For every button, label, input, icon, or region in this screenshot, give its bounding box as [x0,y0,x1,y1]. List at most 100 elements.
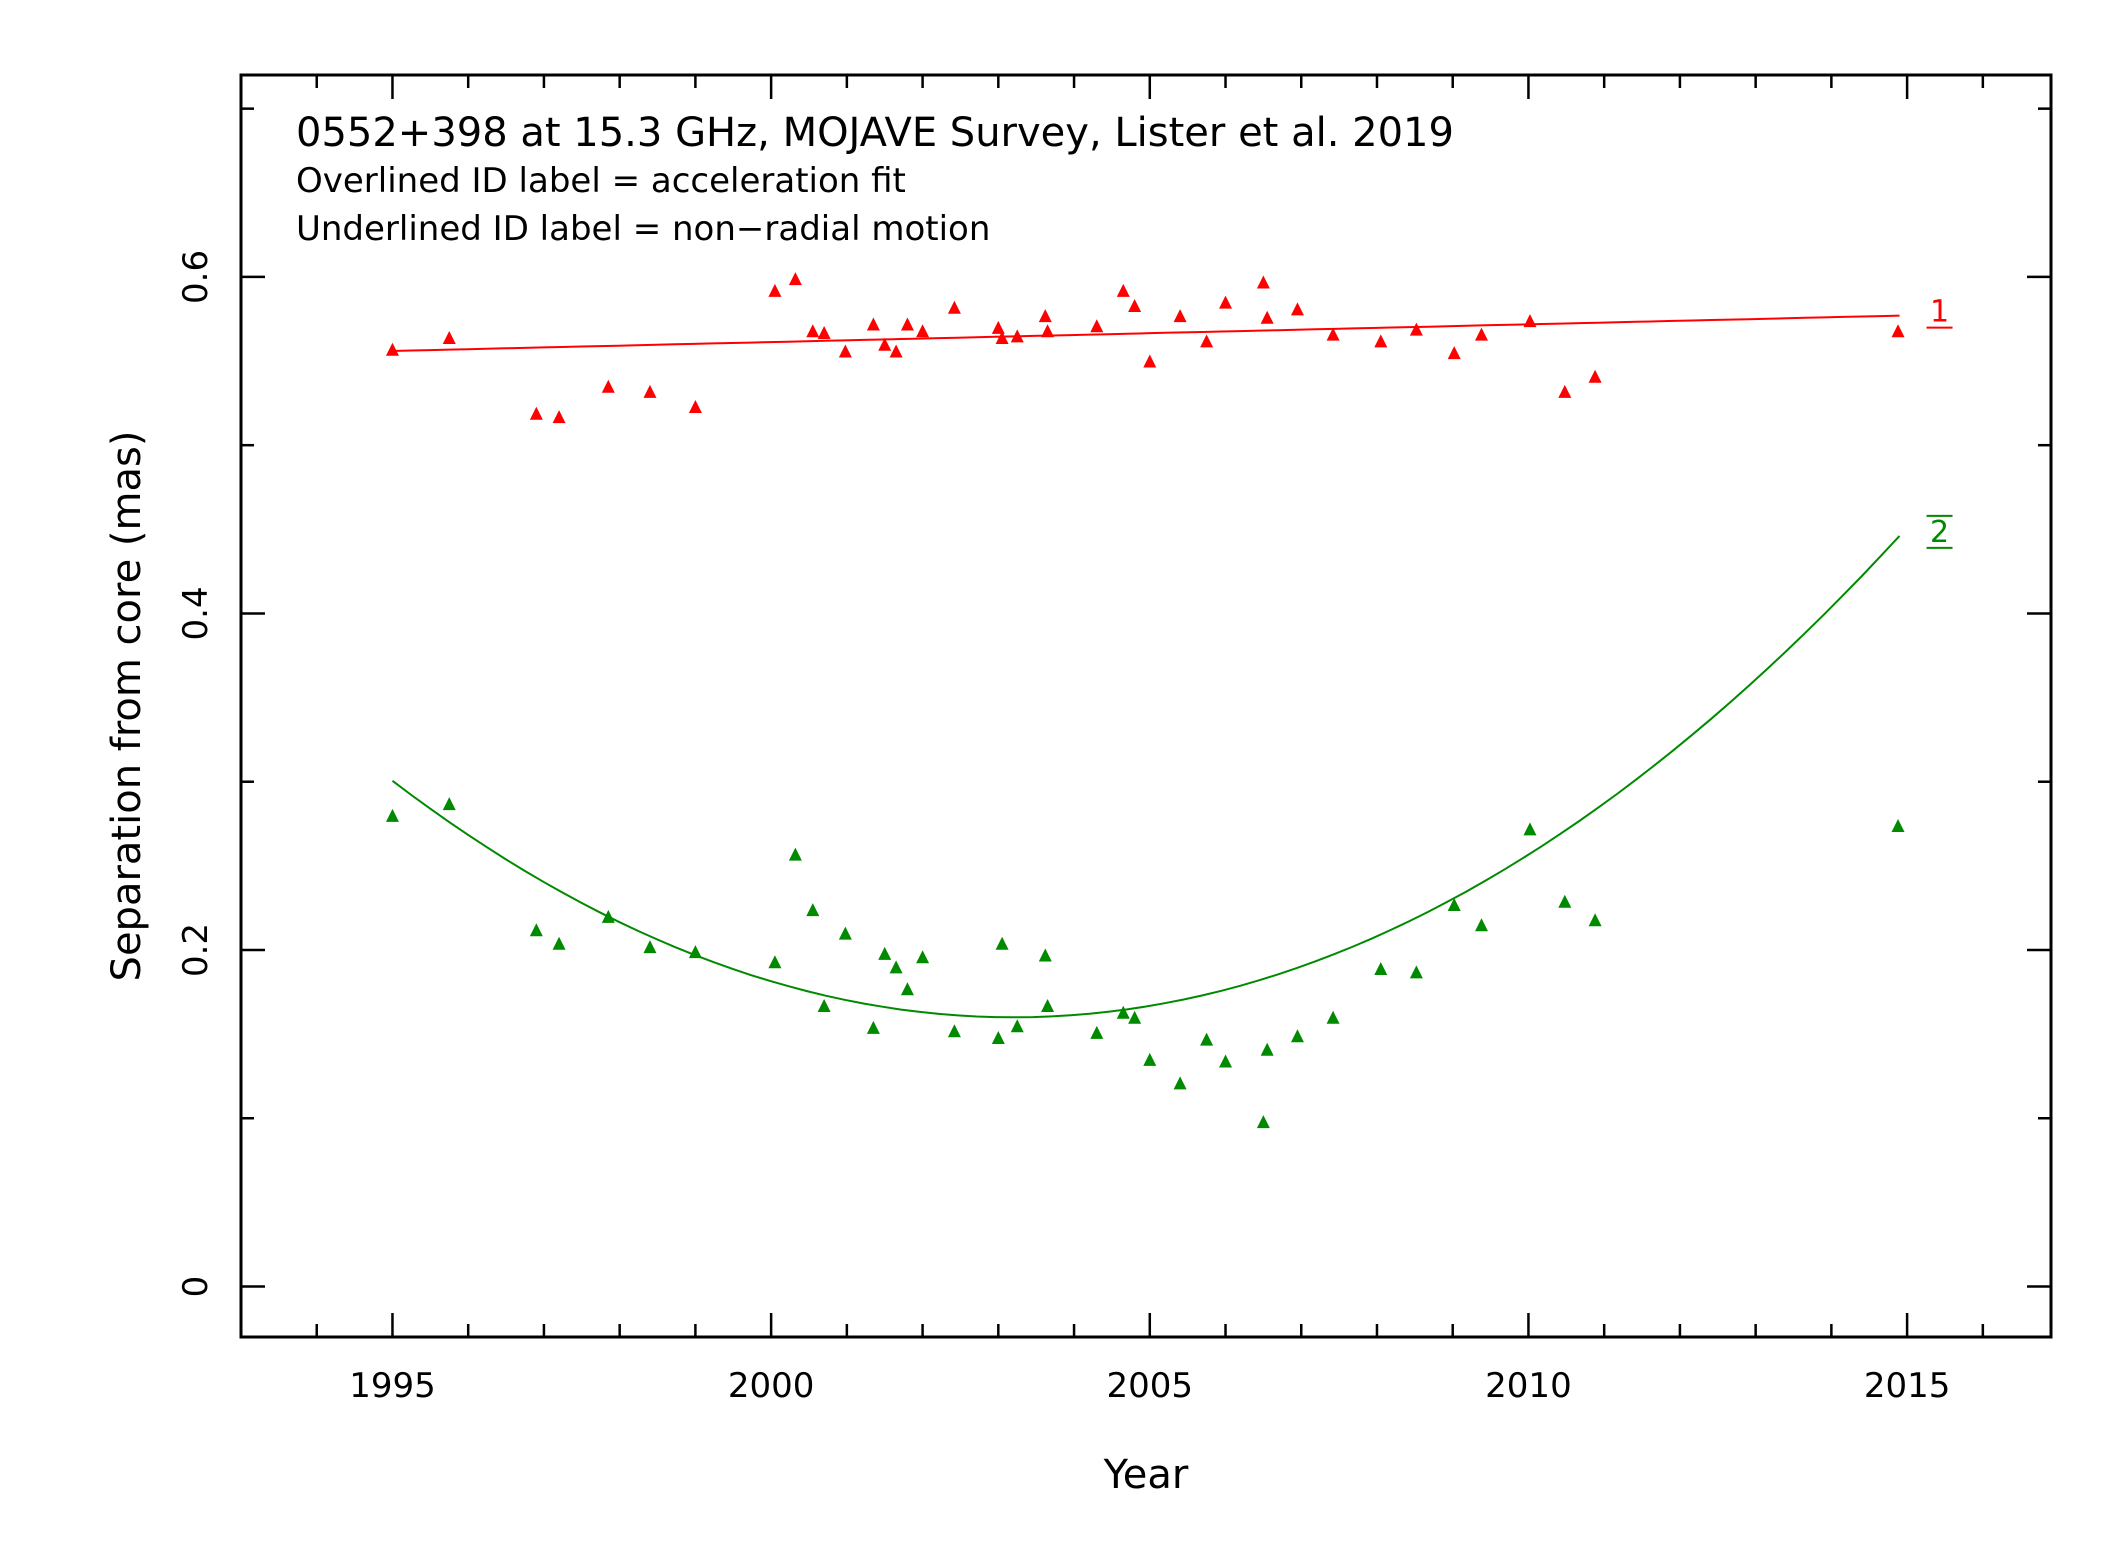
series-label-2: 2 [1930,515,1949,550]
y-tick-label: 0 [176,1276,216,1298]
series-label-1: 1 [1930,295,1949,330]
data-point-series-2 [947,1024,961,1038]
data-point-series-2 [838,926,852,940]
data-point-series-2 [1128,1010,1142,1024]
fit-curves [391,314,1901,1019]
data-point-series-2 [529,923,543,937]
data-point-series-2 [1200,1032,1214,1046]
data-point-series-2 [688,945,702,959]
data-point-series-1 [1173,309,1187,323]
data-point-series-1 [1290,302,1304,316]
data-point-series-1 [1116,283,1130,297]
data-point-series-1 [947,300,961,314]
data-point-series-1 [1200,334,1214,348]
data-point-series-2 [1409,965,1423,979]
data-point-series-2 [1558,894,1572,908]
data-point-series-2 [1219,1054,1233,1068]
data-point-series-1 [838,344,852,358]
data-point-series-2 [1290,1029,1304,1043]
data-point-series-1 [1374,334,1388,348]
data-point-series-1 [1219,295,1233,309]
data-point-series-1 [817,325,831,339]
data-point-series-2 [900,982,914,996]
data-point-series-2 [601,909,615,923]
data-point-series-1 [552,410,566,424]
data-point-series-2 [1038,948,1052,962]
data-point-series-1 [866,317,880,331]
data-point-series-1 [1474,327,1488,341]
plot-frame [239,73,2053,1339]
data-point-series-2 [1173,1076,1187,1090]
data-point-series-2 [1523,822,1537,836]
y-axis-label: Separation from core (mas) [104,431,150,982]
data-point-series-2 [1326,1010,1340,1024]
data-point-series-1 [1260,310,1274,324]
data-point-series-1 [1090,319,1104,333]
data-point-series-1 [688,399,702,413]
data-point-series-1 [1256,275,1270,289]
data-point-series-2 [995,936,1009,950]
data-point-series-2 [788,847,802,861]
note-overlined: Overlined ID label = acceleration fit [296,161,906,201]
data-point-series-2 [806,903,820,917]
data-point-series-2 [643,940,657,954]
data-point-series-1 [1326,327,1340,341]
data-point-series-1 [1558,384,1572,398]
data-point-series-1 [1523,314,1537,328]
data-point-series-2 [1260,1042,1274,1056]
data-point-series-1 [442,330,456,344]
data-point-series-2 [768,955,782,969]
data-point-series-2 [866,1020,880,1034]
data-point-series-1 [1409,322,1423,336]
x-tick-label: 1995 [349,1366,436,1406]
series-labels: 12 [1926,295,1953,550]
data-point-series-1 [995,330,1009,344]
data-point-series-1 [1128,299,1142,313]
data-point-series-2 [1374,961,1388,975]
x-tick-label: 2005 [1107,1366,1194,1406]
data-point-series-1 [788,272,802,286]
data-point-series-1 [768,283,782,297]
data-point-series-1 [385,342,399,356]
data-point-series-1 [1891,324,1905,338]
x-axis-label: Year [1103,1452,1189,1498]
data-point-series-1 [916,324,930,338]
data-point-series-2 [385,808,399,822]
data-point-series-1 [1143,354,1157,368]
data-point-series-1 [900,317,914,331]
data-point-series-2 [1143,1052,1157,1066]
data-point-series-2 [991,1030,1005,1044]
data-point-series-2 [817,999,831,1013]
data-point-series-2 [442,797,456,811]
data-point-series-1 [601,379,615,393]
data-point-series-2 [1891,818,1905,832]
fit-line-series-1 [392,314,1900,352]
data-point-series-1 [806,324,820,338]
data-point-series-2 [889,960,903,974]
y-tick-label: 0.2 [176,923,216,977]
data-point-series-1 [1038,309,1052,323]
data-point-series-1 [1447,346,1461,360]
y-tick-label: 0.6 [176,250,216,304]
data-point-series-1 [889,344,903,358]
data-point-series-2 [1447,898,1461,912]
data-point-series-2 [1010,1019,1024,1033]
data-point-series-1 [878,337,892,351]
data-point-series-2 [1041,999,1055,1013]
chart-title: 0552+398 at 15.3 GHz, MOJAVE Survey, Lis… [296,110,1454,156]
data-point-series-1 [1041,324,1055,338]
x-tick-label: 2015 [1864,1366,1951,1406]
data-point-series-2 [1474,918,1488,932]
data-point-series-1 [643,384,657,398]
y-tick-label: 0.4 [176,586,216,640]
x-tick-label: 2010 [1485,1366,1572,1406]
data-points [385,272,1905,1129]
x-tick-label: 2000 [728,1366,815,1406]
data-point-series-1 [529,406,543,420]
data-point-series-2 [1588,913,1602,927]
data-point-series-1 [991,320,1005,334]
axis-ticks: 1995 2000 2005 2010 2015 0 0.2 0.4 0.6 [176,75,2051,1406]
data-point-series-2 [878,946,892,960]
note-underlined: Underlined ID label = non−radial motion [296,209,990,249]
